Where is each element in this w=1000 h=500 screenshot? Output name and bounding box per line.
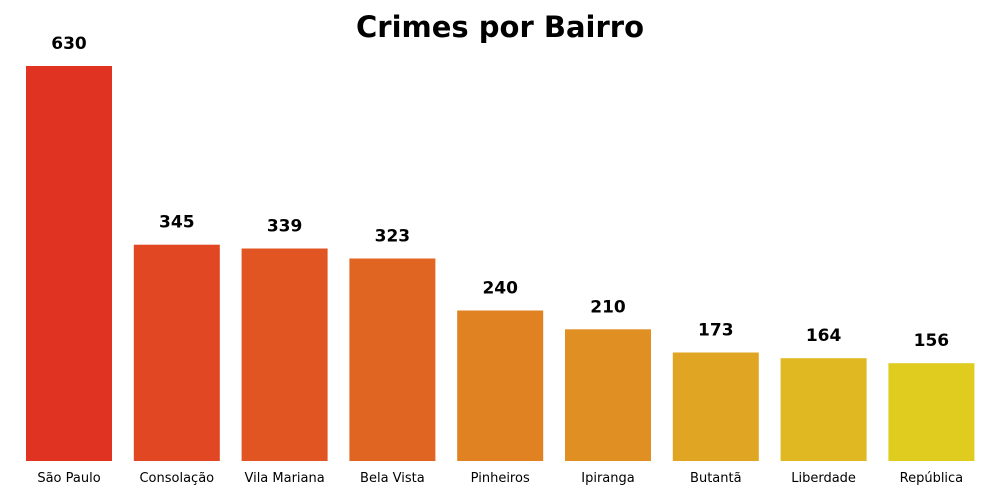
bar-3 (349, 258, 436, 461)
x-tick-label: Bela Vista (360, 471, 425, 486)
x-tick-label: São Paulo (37, 471, 100, 486)
x-tick-label: Liberdade (791, 471, 856, 486)
x-tick-label: República (900, 471, 964, 486)
bar-value-label: 156 (914, 331, 950, 351)
bar-value-label: 173 (698, 321, 734, 341)
bar-value-label: 345 (159, 213, 195, 233)
bar-value-label: 164 (806, 326, 842, 346)
bar-1 (133, 244, 220, 461)
x-tick-label: Vila Mariana (244, 471, 324, 486)
x-tick-label: Consolação (139, 471, 214, 486)
bar-7 (780, 358, 867, 461)
chart-title: Crimes por Bairro (356, 10, 644, 44)
x-tick-label: Pinheiros (471, 471, 530, 486)
bar-value-label: 339 (267, 217, 303, 237)
bar-6 (672, 352, 759, 461)
bar-0 (26, 66, 112, 461)
bar-value-label: 630 (51, 34, 87, 54)
bar-value-label: 240 (482, 279, 518, 299)
bar-5 (565, 329, 651, 461)
bar-8 (888, 363, 975, 461)
bar-value-label: 323 (375, 227, 411, 247)
bar-4 (457, 310, 544, 461)
bar-2 (241, 248, 328, 461)
x-tick-label: Ipiranga (581, 471, 634, 486)
bar-value-label: 210 (590, 297, 626, 317)
x-tick-label: Butantã (690, 471, 742, 486)
